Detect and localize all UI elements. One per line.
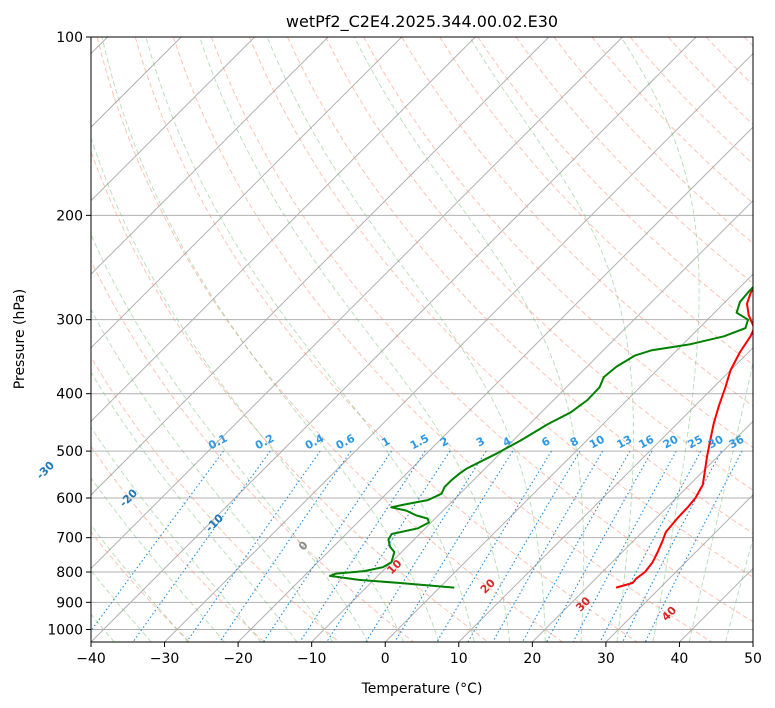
dry-adiabat-line xyxy=(439,37,753,366)
x-tick-label: 20 xyxy=(523,651,541,667)
dry-adiabat-line xyxy=(629,37,753,165)
moist-adiabat-line xyxy=(101,37,440,642)
temperature-profile-line xyxy=(615,286,753,589)
y-axis-label: Pressure (hPa) xyxy=(12,289,28,389)
dry-adiabat-line xyxy=(91,259,414,642)
moist-adiabat-line xyxy=(91,426,262,642)
isotherm-line xyxy=(91,37,550,496)
dewpoint-profile-line xyxy=(329,285,753,589)
isotherm-line xyxy=(91,37,623,570)
mixing-ratio-line xyxy=(186,450,321,642)
mixing-ratio-line xyxy=(394,450,514,642)
x-tick-label: −10 xyxy=(297,651,327,667)
x-tick-label: 10 xyxy=(450,651,468,667)
dry-adiabat-line xyxy=(325,37,753,491)
dry-adiabat-line xyxy=(287,37,753,534)
dry-adiabat-line xyxy=(172,37,713,642)
moist-adiabat-line xyxy=(199,37,511,642)
dry-adiabat-line xyxy=(96,37,563,642)
y-tick-label: 700 xyxy=(56,531,83,547)
isotherm-line xyxy=(531,420,753,642)
x-tick-label: 40 xyxy=(671,651,689,667)
mixing-ratio-label: 13 xyxy=(615,433,635,452)
isotherm-line xyxy=(164,52,753,642)
dry-adiabat-line xyxy=(401,37,753,407)
moist-adiabat-line xyxy=(688,360,753,642)
moist-adiabat-line xyxy=(91,136,405,642)
isotherm-line xyxy=(384,273,753,642)
y-tick-label: 900 xyxy=(56,595,83,611)
y-tick-label: 800 xyxy=(56,565,83,581)
y-tick-label: 200 xyxy=(56,208,83,224)
isotherm-line xyxy=(91,37,256,202)
plot-frame xyxy=(90,36,754,643)
x-tick-label: 50 xyxy=(744,651,762,667)
isotherm-line xyxy=(458,347,753,642)
mixing-ratio-line xyxy=(572,450,677,642)
mixing-ratio-line xyxy=(492,450,604,642)
moist-adiabat-line xyxy=(620,37,700,642)
x-tick-label: 0 xyxy=(381,651,390,667)
x-tick-label: 30 xyxy=(597,651,615,667)
moist-adiabat-line xyxy=(353,37,585,642)
mixing-ratio-line xyxy=(546,450,653,642)
y-tick-label: 500 xyxy=(56,444,83,460)
dry-adiabat-line xyxy=(363,37,753,449)
mixing-ratio-label: 25 xyxy=(685,433,705,452)
isotherm-line xyxy=(237,126,753,642)
mixing-ratio-line xyxy=(219,450,352,642)
mixing-ratio-line xyxy=(522,450,631,642)
isotherm-line xyxy=(91,37,476,423)
y-tick-label: 1000 xyxy=(47,622,83,638)
dry-adiabat-line xyxy=(515,37,753,284)
isotherm-line xyxy=(91,37,697,642)
chart-title: wetPf2_C2E4.2025.344.00.02.E30 xyxy=(286,12,558,32)
mixing-ratio-label: 30 xyxy=(706,433,726,452)
y-tick-label: 400 xyxy=(56,387,83,403)
isotherm-line xyxy=(605,494,753,642)
x-tick-label: −30 xyxy=(150,651,180,667)
dry-adiabat-line xyxy=(91,445,265,642)
y-tick-label: 300 xyxy=(56,313,83,329)
y-tick-label: 600 xyxy=(56,491,83,507)
moist-adiabat-line xyxy=(725,536,753,642)
x-tick-label: −40 xyxy=(76,651,106,667)
moist-adiabat-line xyxy=(91,477,225,642)
mixing-ratio-line xyxy=(599,450,702,642)
moist-adiabat-line xyxy=(91,308,334,642)
mixing-ratio-label: 36 xyxy=(727,433,747,452)
dry-adiabat-line xyxy=(210,37,753,623)
mixing-ratio-line xyxy=(263,450,392,642)
x-axis-label: Temperature (°C) xyxy=(361,681,483,697)
dry-adiabat-line xyxy=(134,37,638,642)
moist-adiabat-line xyxy=(91,233,369,642)
moist-adiabat-line xyxy=(145,37,475,642)
dry-adiabat-line xyxy=(248,37,753,578)
dry-adiabat-line xyxy=(91,356,340,642)
isotherm-line xyxy=(91,37,329,275)
mixing-ratio-label: 20 xyxy=(661,433,681,452)
isotherm-line xyxy=(91,37,403,349)
mixing-ratio-line xyxy=(91,450,224,632)
x-tick-label: −20 xyxy=(223,651,253,667)
mixing-ratio-line xyxy=(299,450,426,642)
dry-adiabat-line xyxy=(553,37,753,244)
y-tick-label: 100 xyxy=(56,30,83,46)
mixing-ratio-label: 16 xyxy=(637,433,657,452)
mixing-ratio-line xyxy=(644,450,743,642)
mixing-ratio-label: 10 xyxy=(587,433,607,452)
moist-adiabat-line xyxy=(266,37,546,642)
